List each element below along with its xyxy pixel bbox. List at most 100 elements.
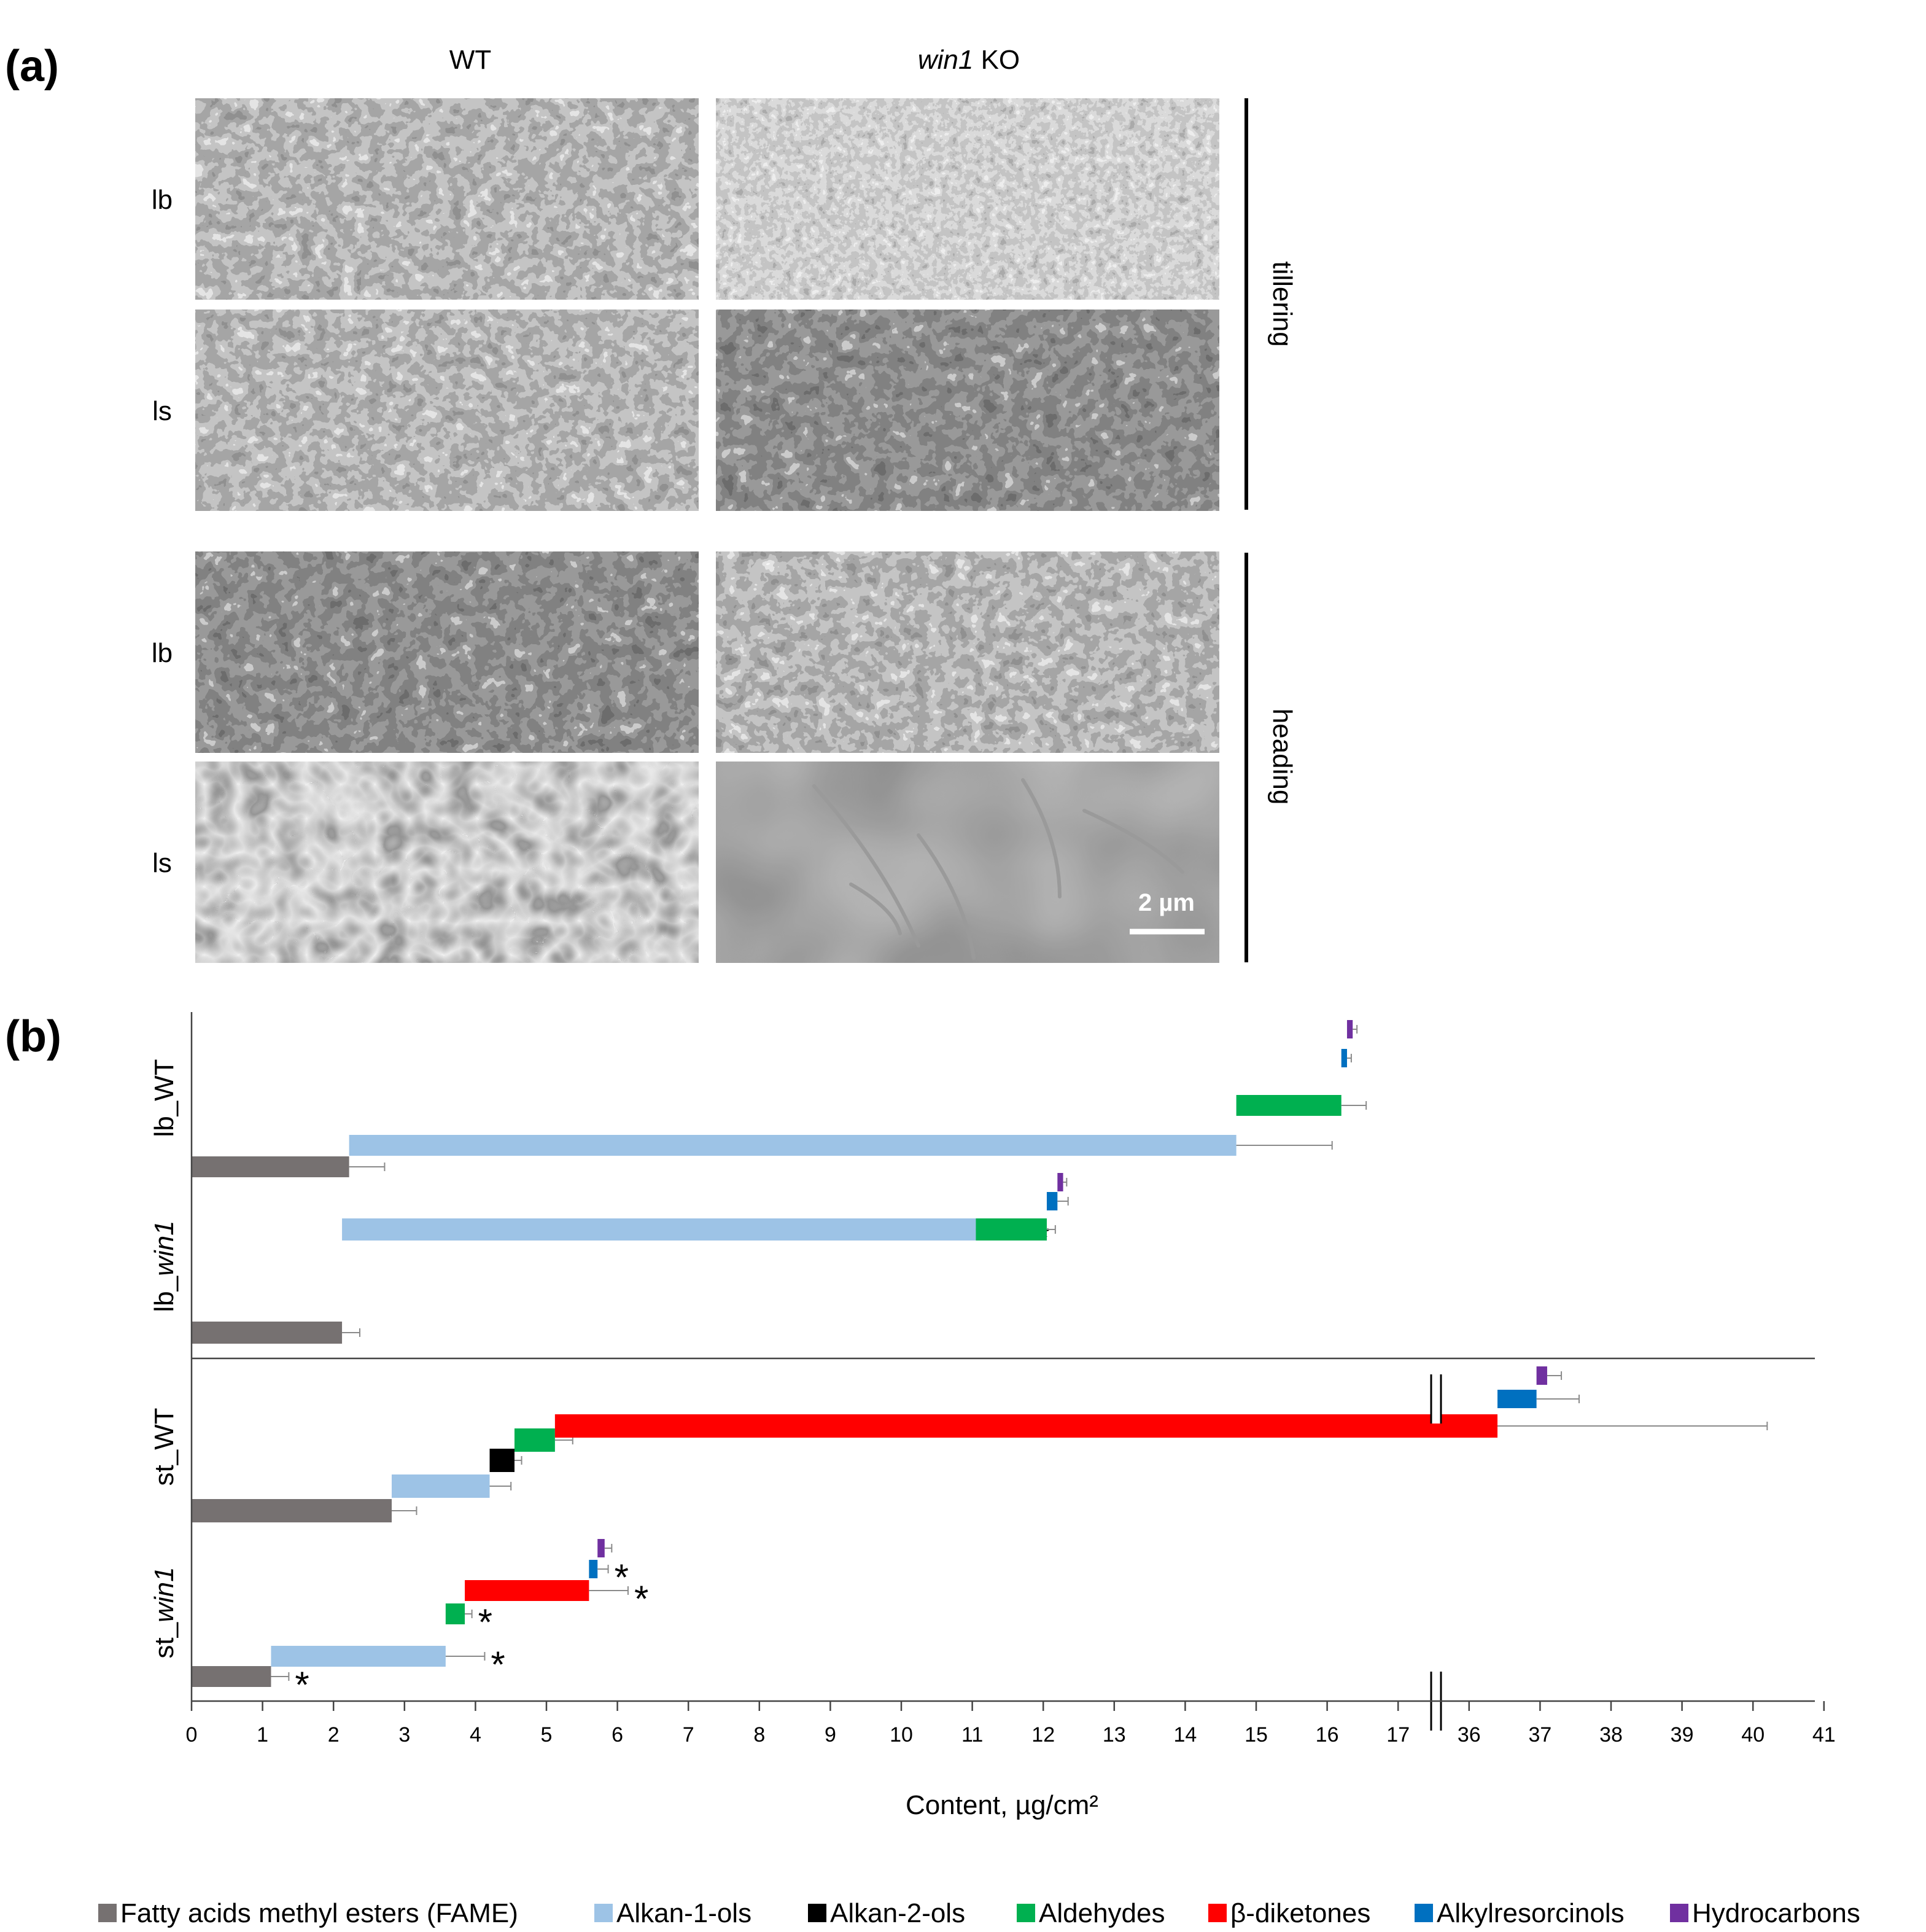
panel-a: (a) WT win1 KO lb ls lb ls tillering headin… (5, 42, 1297, 963)
legend-swatch (1208, 1904, 1227, 1922)
bar-aldehydes-lb_win1 (976, 1218, 1047, 1241)
y-group-label: lb_win1 (149, 1220, 179, 1312)
legend-item-alkan-2-ols: Alkan-2-ols (808, 1898, 965, 1928)
row-label-lb-tillering: lb (152, 185, 173, 215)
wax-filament (917, 833, 976, 960)
bar-group-lb_WT (192, 1020, 1367, 1177)
bar-group-lb_win1: * (192, 1173, 1069, 1344)
x-tick-label: 6 (612, 1723, 623, 1747)
significance-marker: * (634, 1578, 648, 1619)
bar-aldehydes-st_win1 (445, 1603, 465, 1624)
legend-swatch (808, 1904, 826, 1922)
bar-alkan-1-ols-lb_win1 (342, 1218, 976, 1241)
bar-hydrocarbons-st_WT (1536, 1366, 1547, 1385)
y-group-label-text: lb_ (149, 1276, 179, 1312)
chart-axes (190, 1012, 1815, 1702)
significance-marker: * (615, 1557, 629, 1598)
legend-item-fatty-acids-methyl-esters-fame-: Fatty acids methyl esters (FAME) (98, 1898, 518, 1928)
x-tick-label: 0 (186, 1723, 198, 1747)
x-tick-label: 5 (541, 1723, 553, 1747)
bar-aldehydes-st_WT (514, 1428, 555, 1452)
wax-filament (812, 784, 920, 948)
chart-plot-area: ****** (192, 1020, 1768, 1731)
bar--diketones-st_win1 (465, 1580, 589, 1601)
panel-b-label: (b) (5, 1012, 61, 1061)
sem-micrograph-ko-lb-heading (716, 551, 1219, 753)
row-label-lb-heading: lb (152, 638, 173, 668)
bar-fatty-acids-methyl-esters-fame--lb_win1 (192, 1322, 343, 1344)
x-tick-label: 16 (1316, 1723, 1339, 1747)
y-group-label-text: lb_WT (149, 1059, 179, 1137)
legend-label: Aldehydes (1039, 1898, 1165, 1928)
legend-item-hydrocarbons: Hydrocarbons (1670, 1898, 1860, 1928)
sem-micrograph-ko-ls-tillering (716, 310, 1219, 511)
legend-swatch (594, 1904, 613, 1922)
sem-micrograph-ko-lb-tillering (716, 98, 1219, 300)
legend-item-alkan-1-ols: Alkan-1-ols (594, 1898, 751, 1928)
bar-alkylresorcinols-st_win1 (589, 1560, 598, 1578)
bar-fatty-acids-methyl-esters-fame--st_WT (192, 1499, 392, 1522)
column-header-wt: WT (449, 45, 491, 75)
x-tick-label: 40 (1741, 1723, 1765, 1747)
stage-label-heading: heading (1267, 709, 1297, 805)
sem-micrograph-ko-ls-heading (716, 762, 1219, 963)
column-header-wt-text: WT (449, 45, 491, 75)
x-tick-label: 8 (753, 1723, 765, 1747)
micrograph-texture (716, 310, 1219, 511)
micrograph-texture (195, 551, 699, 753)
bar-alkylresorcinols-lb_WT (1341, 1049, 1347, 1067)
x-tick-label: 9 (825, 1723, 836, 1747)
significance-marker: * (295, 1664, 309, 1705)
legend-item-aldehydes: Aldehydes (1017, 1898, 1165, 1928)
bar-fatty-acids-methyl-esters-fame--st_win1 (192, 1666, 271, 1687)
x-tick-label: 14 (1173, 1723, 1197, 1747)
bar-hydrocarbons-lb_win1 (1057, 1173, 1063, 1191)
bar-alkylresorcinols-st_WT (1497, 1390, 1537, 1408)
x-axis-title: Content, µg/cm² (906, 1790, 1098, 1820)
bar-hydrocarbons-lb_WT (1346, 1020, 1353, 1038)
bar--diketones-st_WT (554, 1414, 1498, 1438)
bar-alkan-1-ols-st_win1 (271, 1646, 446, 1667)
bar-group-st_WT (192, 1366, 1768, 1522)
y-group-label-text: st_ (149, 1622, 179, 1658)
micrograph-texture (716, 98, 1219, 300)
x-tick-label: 13 (1103, 1723, 1126, 1747)
legend-swatch (1670, 1904, 1688, 1922)
legend-swatch (98, 1904, 117, 1922)
sem-micrograph-wt-ls-tillering (195, 310, 699, 511)
x-tick-label: 10 (890, 1723, 913, 1747)
x-tick-label: 1 (257, 1723, 268, 1747)
sem-micrograph-wt-lb-heading (195, 551, 699, 753)
x-tick-label: 37 (1528, 1723, 1551, 1747)
stage-label-tillering: tillering (1267, 261, 1297, 346)
legend-label: Alkan-1-ols (616, 1898, 751, 1928)
micrograph-texture (195, 310, 699, 511)
row-label-ls-tillering: ls (152, 396, 172, 426)
x-tick-label: 2 (328, 1723, 340, 1747)
column-header-ko-text: KO (973, 45, 1020, 75)
x-tick-label: 15 (1245, 1723, 1268, 1747)
column-header-ko: win1 KO (918, 45, 1020, 75)
bar-group-st_win1: * **** (192, 1539, 648, 1705)
legend-item--diketones: β-diketones (1208, 1898, 1370, 1928)
scale-bar-label: 2 µm (1138, 889, 1195, 916)
micrograph-texture (716, 551, 1219, 753)
axis-break-gap (1431, 1374, 1441, 1424)
legend-label: Alkan-2-ols (830, 1898, 965, 1928)
bar-alkylresorcinols-lb_win1 (1046, 1192, 1058, 1210)
legend-item-alkylresorcinols: Alkylresorcinols (1415, 1898, 1625, 1928)
y-group-label-text: st_WT (149, 1408, 179, 1486)
wax-filament (849, 882, 902, 935)
row-label-ls-heading: ls (152, 848, 172, 878)
x-tick-label: 41 (1812, 1723, 1836, 1747)
y-group-label: lb_WT (149, 1059, 179, 1137)
x-tick-label: 36 (1458, 1723, 1481, 1747)
bar-alkan-1-ols-lb_WT (349, 1135, 1237, 1156)
column-header-ko-italic: win1 (918, 45, 974, 75)
wax-filament (1082, 809, 1184, 874)
x-tick-label: 39 (1671, 1723, 1694, 1747)
bar-alkan-1-ols-st_WT (391, 1474, 490, 1498)
significance-marker: * (491, 1644, 505, 1685)
